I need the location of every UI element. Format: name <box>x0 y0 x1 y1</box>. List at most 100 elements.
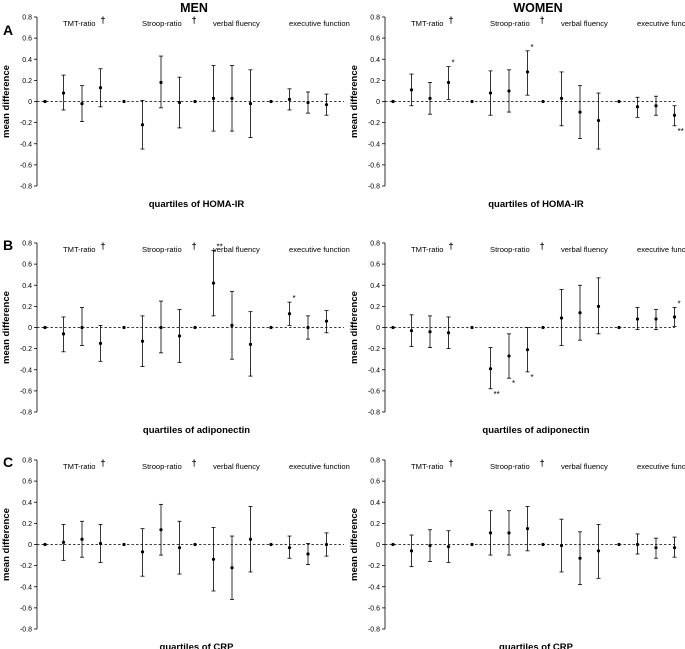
panel-b-men: 0.8 0.6 0.4 0.2 0 -0.2 -0.4 -0.6 -0.8 mean differ… <box>1 241 350 437</box>
mean-point <box>507 354 511 358</box>
mean-point <box>306 325 310 330</box>
y-tick-label: -0.4 <box>20 141 32 148</box>
y-tick-label: -0.6 <box>368 162 380 169</box>
mean-point <box>230 566 234 570</box>
group-label: verbal fluency <box>213 462 260 471</box>
significance-mark: * <box>678 299 681 308</box>
y-tick-label: -0.4 <box>20 367 32 374</box>
group-label: Stroop-ratio <box>142 462 182 471</box>
y-tick-label: -0.6 <box>20 605 32 612</box>
group-label: Stroop-ratio <box>490 245 530 254</box>
mean-point <box>80 102 84 106</box>
significance-mark: * <box>531 373 534 382</box>
y-tick-label: -0.8 <box>368 627 380 634</box>
mean-point <box>541 99 545 104</box>
y-tick-label: 0.8 <box>22 241 32 248</box>
y-tick-label: 0.6 <box>370 36 380 43</box>
y-axis-title: mean difference <box>349 508 360 581</box>
mean-point <box>177 100 182 105</box>
y-tick-label: -0.2 <box>368 120 380 127</box>
panel-b-women: 0.8 0.6 0.4 0.2 0 -0.2 -0.4 -0.6 -0.8 mean differ… <box>349 241 685 437</box>
dagger-mark: † <box>192 241 197 251</box>
mean-point <box>61 91 66 95</box>
y-tick-label: -0.6 <box>368 605 380 612</box>
mean-point <box>596 549 601 553</box>
dagger-mark: † <box>448 241 453 251</box>
mean-point <box>43 325 47 330</box>
significance-mark: ** <box>217 242 223 251</box>
significance-mark: * <box>293 294 296 303</box>
x-axis-title: quartiles of HOMA-IR <box>488 199 584 210</box>
group-label: TMT-ratio <box>63 245 96 254</box>
mean-point <box>269 99 273 104</box>
mean-point <box>525 527 530 531</box>
dagger-mark: † <box>100 15 105 25</box>
y-tick-label: -0.6 <box>368 388 380 395</box>
y-tick-label: -0.8 <box>20 410 32 417</box>
mean-point <box>654 546 658 550</box>
mean-point <box>507 531 511 535</box>
mean-point <box>596 118 601 123</box>
mean-point <box>159 528 163 532</box>
mean-point <box>61 332 66 336</box>
mean-point <box>541 542 545 547</box>
mean-point <box>177 546 182 550</box>
x-axis-title: quartiles of adiponectin <box>143 425 250 436</box>
y-tick-label: -0.4 <box>368 584 380 591</box>
mean-point <box>635 542 640 547</box>
mean-point <box>248 537 253 541</box>
mean-point <box>470 542 474 547</box>
column-title-women: WOMEN <box>513 1 562 15</box>
mean-point <box>507 89 511 93</box>
y-tick-label: -0.2 <box>20 346 32 353</box>
y-tick-label: 0.8 <box>22 458 32 465</box>
group-label: verbal fluency <box>213 19 260 28</box>
group-label: TMT-ratio <box>63 19 96 28</box>
mean-point <box>559 316 564 320</box>
row-label-b: B <box>3 237 13 253</box>
mean-point <box>559 543 564 548</box>
y-axis-title: mean difference <box>349 65 360 138</box>
mean-point <box>98 341 103 345</box>
mean-point <box>248 102 253 106</box>
x-axis-title: quartiles of CRP <box>499 642 574 649</box>
mean-point <box>140 550 145 554</box>
mean-point <box>446 331 451 335</box>
y-tick-label: -0.4 <box>20 584 32 591</box>
y-tick-label: 0.8 <box>370 458 380 465</box>
group-label: TMT-ratio <box>411 19 444 28</box>
dagger-mark: † <box>192 15 197 25</box>
mean-point <box>578 311 582 315</box>
significance-mark: * <box>531 43 534 52</box>
group-label: verbal fluency <box>561 19 608 28</box>
group-label: Stroop-ratio <box>490 19 530 28</box>
group-label: verbal fluency <box>213 245 260 254</box>
mean-point <box>672 315 677 319</box>
mean-point <box>488 91 493 95</box>
mean-point <box>596 304 601 308</box>
mean-point <box>122 542 126 547</box>
y-tick-label: 0.4 <box>370 283 380 290</box>
dagger-mark: † <box>448 15 453 25</box>
y-tick-label: -0.6 <box>20 388 32 395</box>
mean-point <box>525 70 530 74</box>
group-label: Stroop-ratio <box>490 462 530 471</box>
mean-point <box>672 113 677 117</box>
y-tick-label: 0.4 <box>22 500 32 507</box>
y-tick-label: 0 <box>376 325 380 332</box>
mean-point <box>211 96 216 100</box>
mean-point <box>428 96 432 100</box>
mean-point <box>541 325 545 330</box>
y-tick-label: -0.8 <box>20 184 32 191</box>
y-tick-label: 0.8 <box>370 241 380 248</box>
row-label-a: A <box>3 22 13 38</box>
mean-point <box>324 542 329 547</box>
y-axis-title: mean difference <box>1 508 12 581</box>
mean-point <box>211 281 216 285</box>
mean-point <box>193 542 197 547</box>
dagger-mark: † <box>540 241 545 251</box>
group-label: executive function <box>637 19 685 28</box>
y-tick-label: 0.6 <box>22 36 32 43</box>
y-tick-label: 0.4 <box>370 500 380 507</box>
y-tick-label: 0.2 <box>370 78 380 85</box>
